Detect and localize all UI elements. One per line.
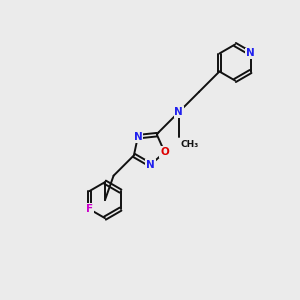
Text: N: N [174, 107, 183, 117]
Text: O: O [160, 147, 169, 157]
Text: N: N [134, 132, 142, 142]
Text: F: F [86, 204, 93, 214]
Text: N: N [246, 49, 255, 58]
Text: N: N [146, 160, 155, 170]
Text: CH₃: CH₃ [180, 140, 198, 148]
